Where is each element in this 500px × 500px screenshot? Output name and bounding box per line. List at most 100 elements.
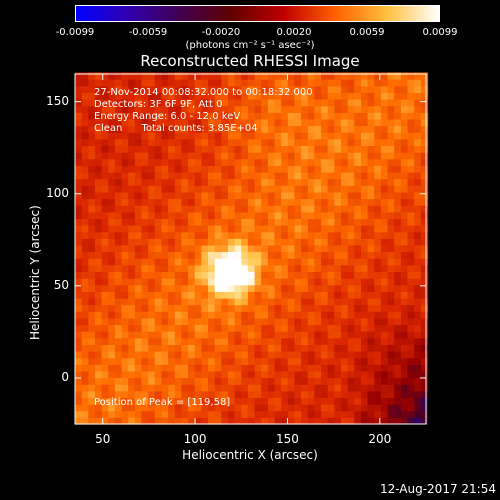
heatmap-cell — [141, 105, 149, 113]
heatmap-cell — [108, 264, 116, 272]
heatmap-cell — [95, 118, 103, 127]
heatmap-cell — [201, 258, 209, 266]
heatmap-cell — [334, 244, 342, 253]
heatmap-cell — [321, 92, 329, 100]
heatmap-cell — [267, 178, 276, 186]
heatmap-cell — [188, 118, 196, 127]
colorbar-tick-label: -0.0020 — [201, 27, 241, 38]
heatmap-cell — [108, 138, 116, 146]
heatmap-cell — [354, 384, 362, 392]
heatmap-cell — [108, 172, 116, 180]
heatmap-cell — [208, 264, 216, 272]
heatmap-cell — [247, 377, 256, 385]
heatmap-cell — [420, 231, 429, 239]
heatmap-cell — [141, 211, 149, 219]
heatmap-cell — [128, 165, 136, 173]
heatmap-cell — [95, 331, 103, 339]
heatmap-cell — [108, 410, 116, 418]
heatmap-cell — [234, 284, 242, 292]
heatmap-cell — [294, 79, 302, 87]
heatmap-cell — [181, 231, 189, 239]
heatmap-cell — [414, 271, 422, 279]
heatmap-cell — [334, 211, 342, 219]
heatmap-cell — [228, 384, 236, 392]
heatmap-cell — [174, 311, 183, 319]
heatmap-cell — [407, 384, 415, 392]
heatmap-cell — [400, 284, 409, 292]
heatmap-cell — [374, 118, 382, 127]
heatmap-cell — [387, 145, 395, 153]
heatmap-cell — [274, 138, 282, 146]
heatmap-cell — [128, 99, 136, 107]
heatmap-cell — [181, 357, 189, 365]
heatmap-cell — [261, 85, 269, 93]
heatmap-cell — [341, 298, 349, 306]
heatmap-cell — [221, 191, 229, 200]
heatmap-cell — [247, 152, 256, 160]
heatmap-cell — [247, 337, 256, 345]
heatmap-cell — [334, 185, 342, 193]
heatmap-cell — [174, 225, 183, 233]
heatmap-cell — [261, 390, 269, 398]
heatmap-cell — [367, 284, 375, 292]
heatmap-cell — [221, 178, 229, 186]
heatmap-cell — [307, 205, 316, 213]
heatmap-cell — [334, 172, 342, 180]
heatmap-cell — [148, 364, 156, 372]
heatmap-cell — [75, 205, 83, 213]
heatmap-cell — [347, 337, 355, 345]
heatmap-cell — [400, 178, 409, 186]
heatmap-cell — [241, 344, 249, 352]
heatmap-cell — [241, 331, 249, 339]
heatmap-cell — [141, 377, 149, 385]
heatmap-cell — [121, 238, 129, 246]
heatmap-cell — [267, 79, 276, 87]
heatmap-cell — [327, 118, 335, 127]
heatmap-cell — [201, 298, 209, 306]
heatmap-cell — [134, 298, 143, 306]
heatmap-cell — [208, 99, 216, 107]
heatmap-cell — [380, 225, 389, 233]
heatmap-cell — [134, 244, 143, 253]
heatmap-cell — [374, 238, 382, 246]
heatmap-cell — [221, 158, 229, 166]
heatmap-cell — [234, 172, 242, 180]
heatmap-cell — [201, 377, 209, 385]
heatmap-cell — [354, 185, 362, 193]
heatmap-cell — [81, 264, 89, 272]
heatmap-cell — [241, 264, 249, 272]
heatmap-cell — [134, 304, 143, 312]
heatmap-cell — [314, 397, 322, 405]
heatmap-cell — [307, 404, 316, 412]
heatmap-cell — [114, 112, 123, 120]
heatmap-cell — [327, 178, 335, 186]
heatmap-cell — [274, 304, 282, 312]
heatmap-cell — [407, 298, 415, 306]
heatmap-cell — [121, 317, 129, 326]
heatmap-cell — [281, 370, 289, 379]
heatmap-cell — [128, 331, 136, 339]
heatmap-cell — [75, 284, 83, 292]
heatmap-cell — [361, 165, 369, 173]
heatmap-cell — [341, 231, 349, 239]
heatmap-cell — [380, 238, 389, 246]
heatmap-cell — [208, 291, 216, 299]
heatmap-cell — [161, 158, 169, 166]
heatmap-cell — [95, 205, 103, 213]
heatmap-cell — [314, 165, 322, 173]
heatmap-cell — [201, 218, 209, 226]
heatmap-cell — [387, 118, 395, 127]
heatmap-cell — [287, 337, 296, 345]
heatmap-cell — [341, 357, 349, 365]
heatmap-cell — [108, 158, 116, 166]
heatmap-cell — [161, 185, 169, 193]
heatmap-cell — [108, 79, 116, 87]
heatmap-cell — [241, 364, 249, 372]
heatmap-cell — [134, 410, 143, 418]
heatmap-cell — [154, 278, 163, 286]
heatmap-cell — [81, 178, 89, 186]
heatmap-cell — [380, 112, 389, 120]
heatmap-cell — [307, 298, 316, 306]
heatmap-cell — [387, 152, 395, 160]
heatmap-cell — [161, 112, 169, 120]
